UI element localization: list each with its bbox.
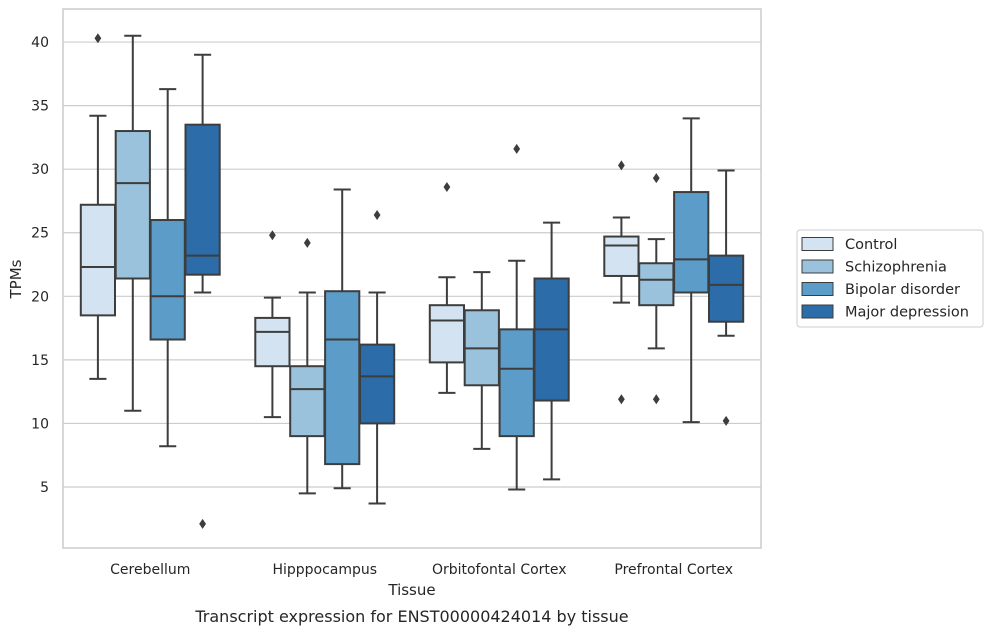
box-group bbox=[533, 221, 570, 481]
box bbox=[79, 203, 117, 317]
legend-label: Bipolar disorder bbox=[845, 282, 960, 298]
box bbox=[289, 365, 326, 438]
box-group bbox=[463, 271, 500, 450]
y-tick-label: 35 bbox=[31, 99, 49, 115]
box-group bbox=[254, 230, 291, 419]
legend-label: Major depression bbox=[845, 305, 969, 321]
legend-frame bbox=[796, 229, 984, 328]
box bbox=[184, 123, 221, 276]
outlier-point bbox=[652, 394, 660, 405]
box-group bbox=[428, 181, 466, 394]
box-group bbox=[358, 209, 396, 505]
box bbox=[638, 262, 675, 307]
outlier-point bbox=[652, 173, 660, 184]
outlier-point bbox=[303, 237, 311, 248]
outlier-point bbox=[443, 181, 451, 192]
y-tick-label: 5 bbox=[40, 480, 49, 496]
box-group bbox=[673, 117, 710, 424]
y-tick-label: 40 bbox=[31, 35, 49, 51]
legend-swatch bbox=[801, 237, 834, 251]
x-tick-label: Orbitofontal Cortex bbox=[432, 562, 567, 578]
box-group bbox=[603, 160, 640, 405]
x-tick-label: Hipppocampus bbox=[272, 562, 377, 578]
box bbox=[707, 254, 745, 323]
box bbox=[428, 304, 466, 364]
chart-caption: Transcript expression for ENST0000042401… bbox=[194, 607, 628, 626]
outlier-point bbox=[513, 143, 521, 154]
legend: Control Schizophrenia Bipolar disorder Majo… bbox=[796, 229, 984, 328]
box-group bbox=[114, 34, 151, 412]
plot-frame bbox=[62, 8, 762, 549]
legend-swatch bbox=[801, 282, 834, 296]
box-group bbox=[149, 88, 186, 448]
box bbox=[603, 235, 640, 277]
box bbox=[149, 219, 186, 341]
box-group bbox=[638, 173, 675, 405]
box-group bbox=[79, 33, 117, 380]
legend-swatch bbox=[801, 259, 834, 274]
box bbox=[324, 290, 361, 466]
box-group bbox=[707, 169, 745, 426]
x-tick-labels: Cerebellum Hipppocampus Orbitofontal Corte… bbox=[110, 562, 733, 578]
box bbox=[498, 328, 535, 438]
box bbox=[358, 343, 396, 425]
boxes bbox=[79, 33, 745, 529]
box-group bbox=[498, 143, 535, 491]
y-axis-label: TPMs bbox=[7, 259, 25, 299]
outlier-point bbox=[269, 230, 276, 241]
box bbox=[533, 277, 570, 402]
outlier-point bbox=[722, 415, 730, 426]
outlier-point bbox=[94, 33, 102, 44]
y-tick-label: 10 bbox=[31, 416, 49, 432]
x-tick-label: Prefrontal Cortex bbox=[614, 562, 733, 578]
box bbox=[254, 316, 291, 368]
y-tick-label: 25 bbox=[31, 226, 49, 242]
outlier-point bbox=[618, 160, 625, 171]
box-group bbox=[184, 53, 221, 529]
legend-label: Schizophrenia bbox=[845, 260, 947, 276]
y-tick-label: 30 bbox=[31, 162, 49, 178]
box bbox=[114, 130, 151, 280]
y-tick-label: 20 bbox=[31, 289, 49, 305]
y-tick-labels: 5 10 15 20 25 30 35 40 bbox=[31, 35, 49, 496]
outlier-point bbox=[373, 209, 381, 220]
box bbox=[673, 191, 710, 294]
legend-label: Control bbox=[845, 237, 897, 253]
outlier-point bbox=[199, 518, 206, 529]
box-group bbox=[324, 188, 361, 490]
y-tick-label: 15 bbox=[31, 353, 49, 369]
legend-swatch bbox=[801, 304, 834, 319]
x-tick-label: Cerebellum bbox=[110, 562, 190, 578]
x-axis-label: Tissue bbox=[387, 581, 435, 599]
outlier-point bbox=[618, 394, 625, 405]
